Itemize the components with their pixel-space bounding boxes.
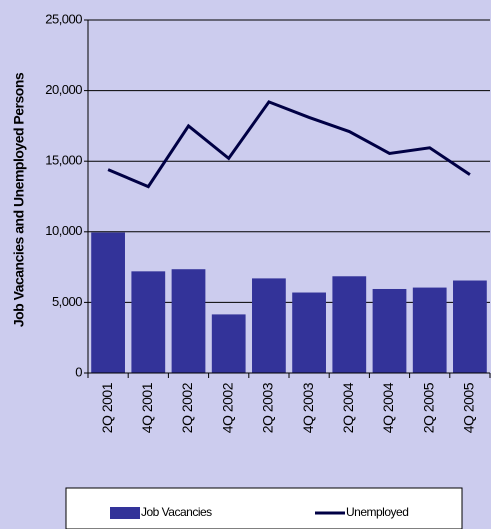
bar: [252, 278, 286, 373]
y-tick-label: 15,000: [45, 153, 82, 168]
x-tick-label: 4Q 2002: [219, 382, 235, 433]
line: [107, 100, 471, 189]
bar: [171, 269, 206, 373]
y-tick-label: 0: [75, 364, 82, 379]
bar: [453, 280, 487, 373]
x-tick-label: 2Q 2003: [260, 382, 276, 433]
legend-label: Unemployed: [346, 505, 408, 519]
x-tick-label: 4Q 2001: [139, 382, 155, 433]
x-tick-label: 2Q 2004: [340, 382, 356, 433]
bar: [211, 314, 246, 373]
y-axis-title: Job Vacancies and Unemployed Persons: [11, 72, 27, 327]
x-tick-label: 2Q 2001: [99, 382, 115, 433]
y-tick-label: 10,000: [45, 223, 82, 238]
legend-label: Job Vacancies: [141, 505, 212, 519]
x-tick-label: 4Q 2005: [461, 382, 477, 433]
bar: [372, 288, 407, 373]
y-tick-label: 25,000: [45, 11, 82, 26]
x-tick-label: 2Q 2005: [420, 382, 436, 433]
y-tick-label: 5,000: [52, 294, 82, 309]
y-tick-label: 20,000: [45, 82, 82, 97]
x-tick-label: 4Q 2003: [300, 382, 316, 433]
bar: [292, 292, 326, 373]
legend-swatch: [110, 507, 140, 519]
x-tick-label: 4Q 2004: [380, 382, 396, 433]
x-tick-label: 2Q 2002: [179, 382, 195, 433]
bar: [332, 276, 367, 373]
bar: [412, 287, 447, 373]
bar: [131, 271, 166, 373]
bar: [91, 232, 125, 373]
